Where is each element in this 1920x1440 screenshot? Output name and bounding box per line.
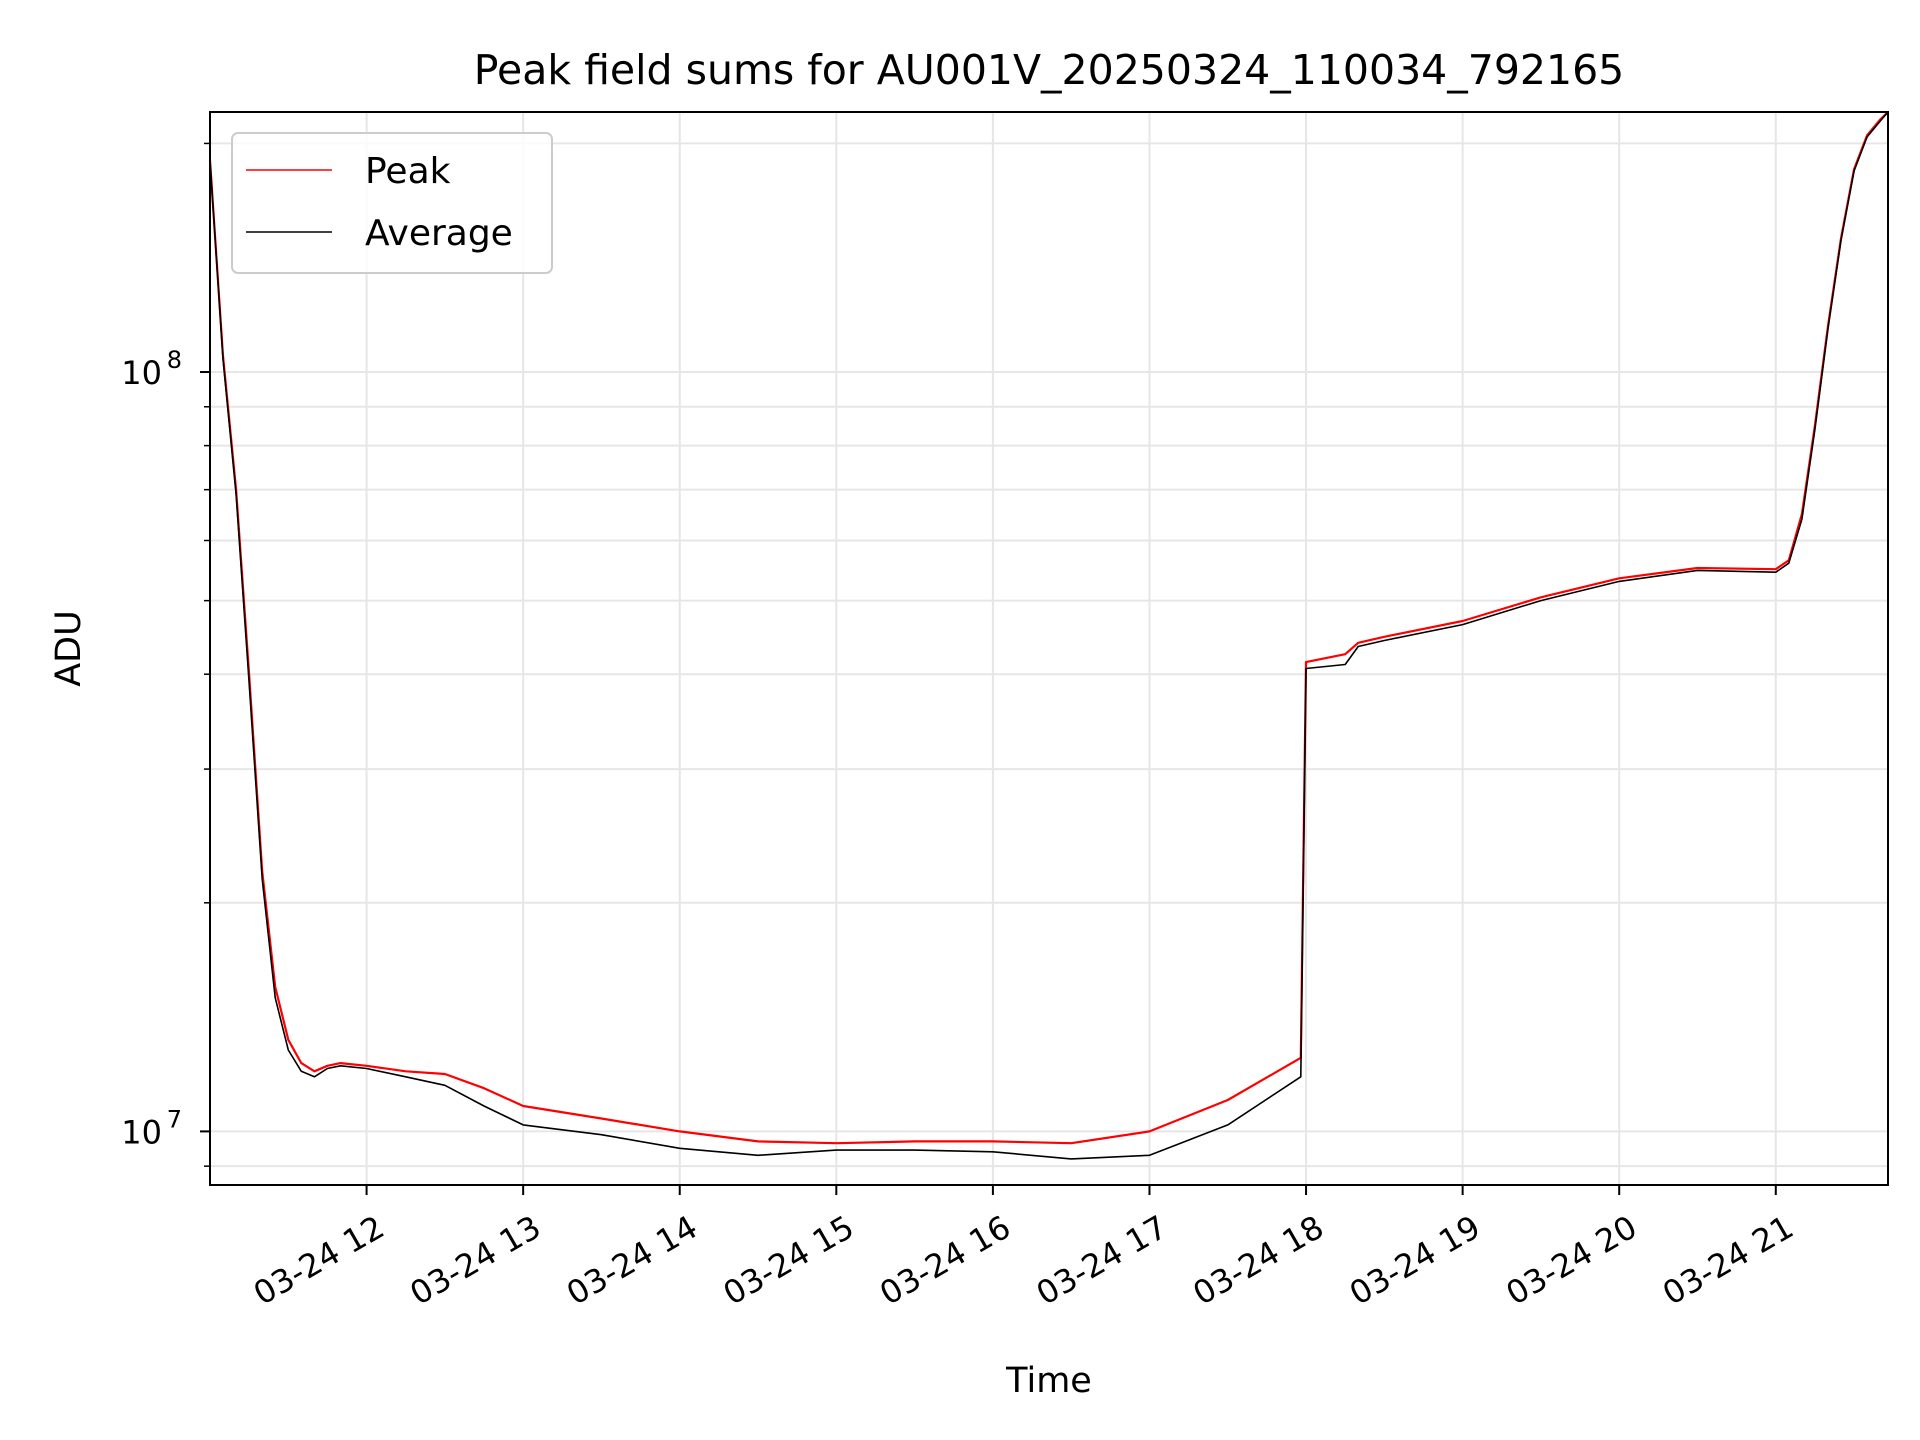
legend-frame bbox=[231, 132, 553, 274]
y-tick-exponent: 7 bbox=[167, 1105, 182, 1133]
y-tick-exponent: 8 bbox=[167, 346, 182, 374]
x-axis-label: Time bbox=[1005, 1361, 1092, 1401]
y-tick-label: 10 bbox=[121, 354, 162, 392]
series-line-average bbox=[209, 111, 1889, 1160]
plot-frame bbox=[209, 111, 1889, 1186]
y-tick-label: 10 bbox=[121, 1113, 162, 1151]
legend-label-peak: Peak bbox=[365, 151, 451, 192]
y-axis-label: ADU bbox=[49, 610, 89, 687]
chart-title: Peak field sums for AU001V_20250324_1100… bbox=[474, 46, 1625, 94]
plot-series bbox=[208, 111, 1889, 1160]
grid-lines bbox=[210, 112, 1888, 1185]
legend: Peak Average bbox=[231, 132, 553, 274]
legend-label-average: Average bbox=[365, 213, 513, 254]
series-line-peak bbox=[208, 111, 1889, 1145]
